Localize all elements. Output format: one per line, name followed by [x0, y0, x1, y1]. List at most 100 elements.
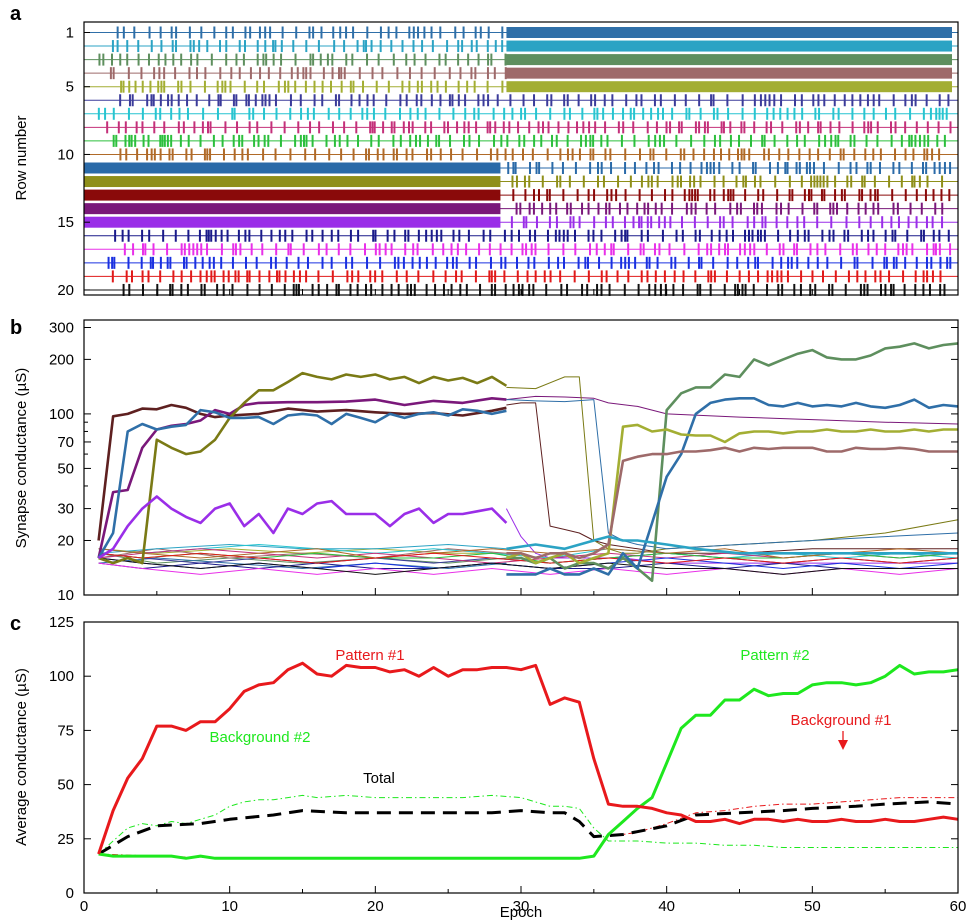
average-series-line	[98, 794, 958, 855]
background-1-arrow-icon	[838, 731, 848, 750]
raster-dense-block	[506, 40, 952, 52]
panel-letter-b: b	[10, 317, 22, 339]
synapse-series-line	[97, 407, 507, 559]
raster-row	[84, 80, 958, 93]
synapse-series-line	[98, 544, 507, 554]
raster-row	[84, 26, 958, 39]
raster-row	[84, 256, 958, 269]
raster-row	[84, 121, 958, 134]
synapse-series-line	[506, 535, 958, 555]
raster-dense-block	[506, 54, 952, 66]
raster-rows	[84, 26, 958, 296]
synapse-series-line	[98, 552, 959, 564]
average-frame	[83, 621, 959, 894]
synapse-series-line	[506, 396, 959, 576]
synapse-series-line	[506, 402, 958, 554]
synapse-series-line	[97, 495, 508, 560]
raster-row	[84, 134, 958, 147]
raster-dense-block	[84, 162, 501, 174]
raster-row	[84, 216, 958, 229]
annotation-background-1: Background #1	[791, 712, 892, 729]
synapse-series-line	[98, 371, 508, 565]
average-series-line	[97, 800, 959, 856]
synapse-series-line	[98, 562, 959, 575]
synapse-series-line	[506, 423, 958, 565]
raster-row	[84, 53, 958, 66]
synapse-series-line	[98, 557, 507, 569]
synapse-series-line	[98, 557, 958, 575]
synapse-series-line	[97, 396, 507, 559]
raster-y-tick-label: 10	[57, 146, 74, 163]
raster-row	[84, 94, 958, 107]
raster-row	[84, 175, 958, 188]
x-tick-label: 0	[80, 898, 88, 915]
synapse-y-tick-label: 300	[49, 319, 74, 336]
x-tick-label: 60	[950, 898, 967, 915]
x-tick-label: 10	[221, 898, 238, 915]
average-ticks: 0 25 50 75 100 125 0 10 20 30 40 50 60	[49, 614, 966, 915]
x-axis-title: Epoch	[500, 904, 543, 921]
x-tick-label: 50	[804, 898, 821, 915]
synapse-series-line	[506, 376, 959, 554]
raster-row	[84, 148, 958, 161]
synapse-series-line	[98, 552, 507, 564]
synapse-y-tick-label: 30	[57, 501, 74, 518]
average-lines	[97, 661, 959, 860]
raster-row	[84, 40, 958, 53]
synapse-y-axis-title: Synapse conductance (µS)	[13, 368, 30, 548]
panel-letter-a: a	[10, 3, 22, 25]
raster-dense-block	[84, 216, 501, 228]
panel-letter-c: c	[10, 613, 21, 635]
synapse-conductance-panel: 10 20 30 50 70 100 200 300 Synapse conductance …	[13, 319, 959, 604]
raster-row	[84, 189, 958, 202]
synapse-series-line	[506, 446, 958, 560]
average-y-axis-title: Average conductance (µS)	[13, 668, 30, 846]
raster-row	[84, 107, 958, 120]
synapse-y-tick-label: 100	[49, 406, 74, 423]
average-y-tick-label: 25	[57, 831, 74, 848]
raster-dense-block	[506, 27, 952, 38]
average-y-tick-label: 75	[57, 722, 74, 739]
raster-row	[84, 229, 958, 242]
annotation-pattern-2: Pattern #2	[740, 647, 809, 664]
raster-y-tick-label: 5	[66, 79, 74, 96]
average-conductance-panel: 0 25 50 75 100 125 0 10 20 30 40 50 60 Average condu…	[13, 614, 966, 921]
raster-y-tick-label: 15	[57, 214, 74, 231]
x-tick-label: 40	[658, 898, 675, 915]
average-series-line	[97, 661, 959, 855]
annotation-pattern-1: Pattern #1	[335, 647, 404, 664]
average-y-tick-label: 125	[49, 614, 74, 631]
synapse-y-tick-label: 200	[49, 351, 74, 368]
synapse-lines	[97, 342, 959, 583]
average-y-tick-label: 50	[57, 777, 74, 794]
synapse-y-tick-label: 20	[57, 532, 74, 549]
annotation-total: Total	[363, 770, 395, 787]
synapse-ticks: 10 20 30 50 70 100 200 300	[49, 319, 959, 604]
raster-dense-block	[84, 189, 501, 201]
raster-row	[84, 243, 958, 256]
synapse-y-tick-label: 10	[57, 587, 74, 604]
raster-row	[84, 270, 958, 283]
synapse-series-line	[97, 403, 507, 541]
average-series-line	[98, 663, 959, 860]
average-y-tick-label: 0	[66, 885, 74, 902]
synapse-y-tick-label: 70	[57, 434, 74, 451]
raster-dense-block	[506, 67, 952, 79]
raster-y-tick-label: 1	[66, 25, 74, 42]
x-tick-label: 20	[367, 898, 384, 915]
synapse-series-line	[506, 395, 959, 425]
raster-row	[84, 202, 958, 215]
synapse-series-line	[506, 399, 959, 550]
synapse-y-tick-label: 50	[57, 460, 74, 477]
raster-row	[84, 67, 958, 80]
x-tick-label: 30	[513, 898, 530, 915]
average-y-tick-label: 100	[49, 668, 74, 685]
raster-dense-block	[84, 203, 501, 215]
raster-dense-block	[84, 176, 501, 188]
annotation-background-2: Background #2	[210, 729, 311, 746]
raster-y-axis-title: Row number	[13, 115, 30, 200]
raster-y-tick-label: 20	[57, 282, 74, 299]
